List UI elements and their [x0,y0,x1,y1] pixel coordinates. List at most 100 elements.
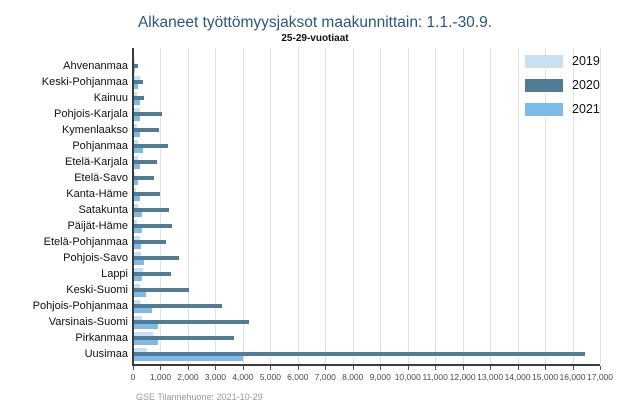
x-tick-mark [270,366,272,370]
x-tick-mark [325,366,327,370]
x-tick-label: 16,000 [559,372,586,382]
x-tick-label: 6,000 [287,372,309,382]
y-axis-label: Etelä-Pohjanmaa [43,236,128,248]
y-axis-label: Pohjois-Pohjanmaa [32,300,128,312]
bar-2019 [133,347,147,352]
bar-2021 [133,148,143,153]
y-axis-label: Etelä-Karjala [65,156,128,168]
bar-2020 [133,223,172,229]
bar-2020 [133,239,166,245]
bar-2020 [133,111,163,117]
bar-2020 [133,79,143,85]
bar-2021 [133,356,243,361]
y-axis-label: Pohjois-Karjala [54,108,128,120]
bar-2019 [133,75,141,80]
y-axis-label: Kanta-Häme [66,188,128,200]
gridline [490,48,492,365]
x-tick-mark [407,366,409,370]
bar-2019 [133,331,154,336]
x-tick-mark [490,366,492,370]
legend-label: 2020 [572,78,600,92]
bar-2019 [133,139,139,144]
bar-2019 [133,155,138,160]
y-axis-label: Päijät-Häme [67,220,128,232]
bar-2021 [133,164,140,169]
bar-2019 [133,203,138,208]
bar-2020 [133,271,171,277]
bar-2020 [133,319,250,325]
bar-2020 [133,207,169,213]
gridline [435,48,437,365]
x-tick-mark [572,366,574,370]
bar-2019 [133,107,140,112]
x-tick-mark [242,366,244,370]
y-axis-label: Etelä-Savo [74,172,128,184]
x-tick-label: 0 [130,372,136,382]
x-tick-mark [187,366,189,370]
bar-2021 [133,276,143,281]
bar-2021 [133,308,152,313]
x-tick-mark [435,366,437,370]
gridline [325,48,327,365]
bar-2021 [133,324,158,329]
bar-2021 [133,84,139,89]
x-tick-mark [215,366,217,370]
bar-2021 [133,180,138,185]
gridline [380,48,382,365]
x-tick-mark [297,366,299,370]
bar-2021 [133,244,141,249]
x-tick-mark [517,366,519,370]
bar-2021 [133,260,144,265]
x-tick-mark [380,366,382,370]
x-tick-label: 9,000 [369,372,391,382]
legend-swatch-2019 [525,54,563,68]
bar-2019 [133,219,138,224]
bar-2021 [133,212,143,217]
gridline [517,48,519,365]
bar-2019 [133,251,141,256]
x-tick-label: 4,000 [232,372,254,382]
gridline [270,48,272,365]
y-axis-label: Uusimaa [84,348,128,360]
gridline [572,48,574,365]
legend-item-2020[interactable]: 2020 [525,78,600,92]
legend-label: 2019 [572,54,600,68]
x-tick-label: 13,000 [477,372,504,382]
gridline [352,48,354,365]
bar-2019 [133,59,136,64]
bar-2020 [133,143,169,149]
y-axis-label: Keski-Pohjanmaa [41,76,128,88]
legend-item-2019[interactable]: 2019 [525,54,600,68]
bar-2020 [133,159,157,165]
legend-swatch-2020 [525,78,563,92]
x-axis-line [132,364,600,366]
gridline [242,48,244,365]
gridline [545,48,547,365]
bar-2020 [133,127,159,133]
x-tick-mark [133,366,134,370]
y-axis-line [132,48,134,365]
legend: 2019 2020 2021 [525,54,600,126]
bar-2020 [133,287,190,293]
bar-2020 [133,351,585,357]
x-tick-label: 1,000 [149,372,172,382]
bar-2021 [133,340,158,345]
bar-2021 [133,228,143,233]
y-axis-label: Keski-Suomi [66,284,128,296]
y-axis-label: Varsinais-Suomi [48,316,128,328]
chart-subtitle: 25-29-vuotiaat [281,33,349,44]
x-tick-mark [545,366,547,370]
bar-2019 [133,187,136,192]
bar-2019 [133,235,140,240]
bar-2021 [133,196,140,201]
gridline [187,48,189,365]
bar-2020 [133,95,144,101]
legend-item-2021[interactable]: 2021 [525,102,600,116]
y-axis-label: Ahvenanmaa [63,60,128,72]
bar-2020 [133,191,160,197]
bar-2020 [133,63,139,69]
bar-2020 [133,175,154,181]
x-tick-mark [462,366,464,370]
